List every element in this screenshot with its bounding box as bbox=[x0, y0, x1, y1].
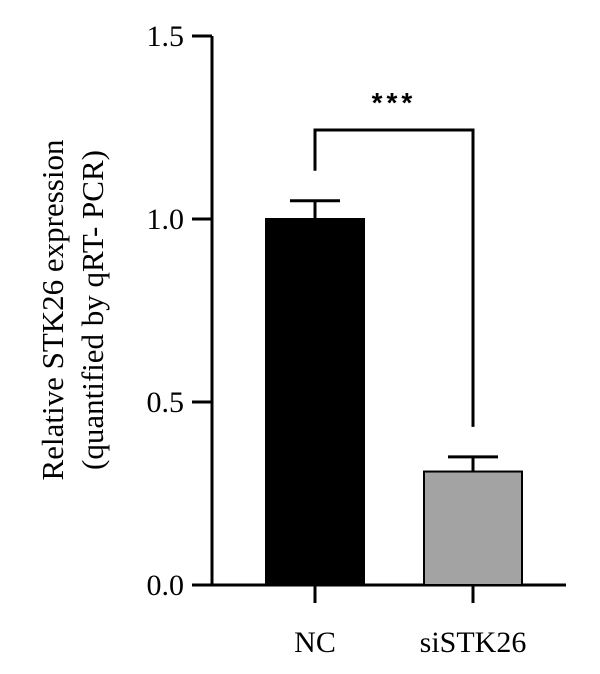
x-tick-label: NC bbox=[294, 626, 336, 659]
bar-siSTK26 bbox=[423, 470, 523, 587]
y-tick-label: 1.0 bbox=[147, 203, 185, 236]
y-axis-label: Relative STK26 expression (quantified by… bbox=[35, 139, 110, 480]
y-ticks: 0.0 0.5 1.0 1.5 bbox=[147, 20, 212, 602]
significance-label: *** bbox=[372, 87, 417, 118]
x-ticks: NC siSTK26 bbox=[294, 585, 526, 659]
y-tick-label: 0.5 bbox=[147, 386, 185, 419]
x-tick-label: siSTK26 bbox=[420, 626, 527, 659]
bar-NC bbox=[265, 218, 365, 586]
significance-bracket-line bbox=[313, 128, 475, 427]
error-bars bbox=[290, 199, 498, 472]
y-tick-label: 0.0 bbox=[147, 569, 185, 602]
significance-bracket: *** bbox=[313, 87, 475, 427]
y-tick-label: 1.5 bbox=[147, 20, 185, 53]
y-axis-label-line-1: Relative STK26 expression bbox=[35, 139, 70, 480]
bars bbox=[265, 218, 523, 587]
y-axis-label-line-2: (quantified by qRT- PCR) bbox=[75, 150, 110, 470]
